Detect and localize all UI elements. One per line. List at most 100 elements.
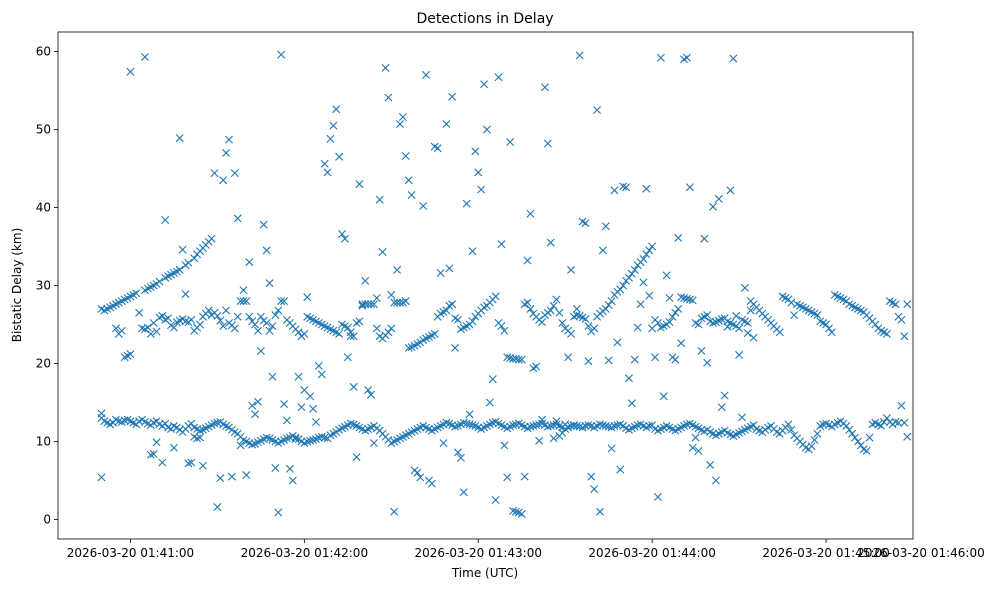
data-point (584, 421, 593, 430)
data-point (694, 320, 703, 329)
data-point (442, 418, 451, 427)
data-point (743, 318, 752, 327)
data-point (271, 464, 280, 473)
data-point (155, 277, 164, 286)
data-point (282, 416, 291, 425)
data-point (465, 410, 474, 419)
data-point (517, 355, 526, 364)
data-point (352, 453, 361, 462)
data-point (280, 400, 289, 409)
data-point (236, 441, 245, 450)
data-point (367, 300, 376, 309)
data-point (196, 433, 205, 442)
y-tick-label: 60 (36, 45, 51, 59)
data-point (111, 324, 120, 333)
data-point (627, 399, 636, 408)
data-point (268, 372, 277, 381)
data-point (372, 293, 381, 302)
data-point (871, 320, 880, 329)
data-point (526, 422, 535, 431)
data-point (259, 220, 268, 229)
data-point (790, 311, 799, 320)
y-tick-label: 10 (36, 435, 51, 449)
data-point (775, 328, 784, 337)
data-point (239, 286, 248, 295)
data-point (813, 311, 822, 320)
data-point (845, 425, 854, 434)
data-point (274, 508, 283, 517)
data-point (848, 429, 857, 438)
y-tick-label: 50 (36, 123, 51, 137)
data-point (175, 134, 184, 143)
data-point (639, 278, 648, 287)
x-tick-label: 2026-03-20 01:44:00 (588, 546, 715, 560)
data-point (538, 415, 547, 424)
data-point (407, 191, 416, 200)
data-point (349, 382, 358, 391)
data-point (314, 433, 323, 442)
data-point (230, 324, 239, 333)
data-point (126, 350, 135, 359)
data-point (543, 422, 552, 431)
data-point (648, 242, 657, 251)
data-point (462, 199, 471, 208)
data-point (152, 327, 161, 336)
x-tick-label: 2026-03-20 01:42:00 (241, 546, 368, 560)
data-point (567, 421, 575, 430)
data-point (367, 390, 376, 399)
data-point (500, 326, 509, 335)
data-point (581, 315, 590, 324)
data-point (140, 52, 149, 61)
data-point (213, 311, 222, 320)
data-point (448, 300, 457, 309)
data-point (877, 421, 886, 430)
data-point (648, 324, 657, 333)
data-point (627, 269, 636, 278)
data-point (225, 135, 233, 144)
data-point (164, 314, 173, 323)
data-point (607, 444, 616, 453)
data-point (453, 448, 462, 457)
data-point (853, 437, 862, 446)
data-point (309, 435, 318, 444)
data-point (630, 265, 639, 274)
data-point (642, 250, 651, 259)
data-point (595, 507, 604, 516)
data-point (433, 144, 442, 153)
data-point (364, 300, 373, 309)
data-point (549, 301, 558, 310)
data-point (639, 254, 648, 263)
data-point (213, 418, 222, 427)
data-point (497, 240, 506, 249)
data-point (294, 372, 303, 381)
data-point (572, 421, 581, 430)
data-point (413, 468, 422, 477)
data-point (135, 308, 144, 317)
data-point (564, 353, 573, 362)
data-point (451, 422, 460, 431)
data-point (488, 375, 497, 384)
data-point (146, 329, 155, 338)
data-point (482, 125, 491, 134)
data-point (714, 194, 723, 203)
data-point (161, 215, 170, 224)
data-point (248, 440, 257, 449)
data-point (697, 347, 706, 356)
x-tick-label: 2026-03-20 01:43:00 (415, 546, 542, 560)
data-point (445, 264, 454, 273)
data-point (213, 503, 222, 512)
data-point (523, 298, 532, 307)
data-point (393, 265, 402, 274)
data-point (595, 420, 604, 429)
data-point (624, 374, 633, 383)
data-point (645, 421, 654, 430)
data-point (459, 418, 468, 427)
data-point (239, 297, 248, 306)
data-point (184, 258, 193, 267)
data-point (511, 507, 520, 516)
y-tick-label: 40 (36, 201, 51, 215)
data-point (230, 169, 239, 178)
data-point (575, 51, 584, 60)
data-point (338, 230, 347, 239)
